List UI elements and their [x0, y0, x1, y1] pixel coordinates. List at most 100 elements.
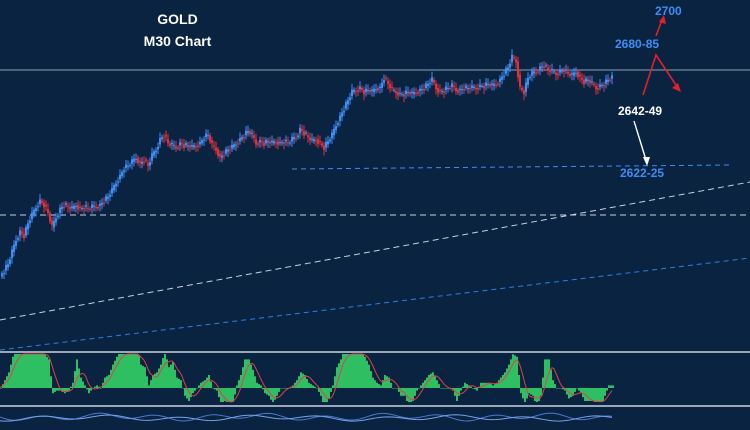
candle-bull [329, 139, 331, 142]
histogram-bar [510, 359, 512, 388]
histogram-bar [428, 375, 430, 388]
candle-bull [91, 204, 93, 208]
histogram-bar [254, 376, 256, 388]
histogram-bar [558, 388, 560, 389]
candle-bull [251, 132, 253, 134]
histogram-bar [462, 386, 464, 388]
histogram-bar [272, 388, 274, 402]
candle-bull [241, 137, 243, 140]
histogram-bar [578, 388, 580, 391]
candle-bull [529, 76, 531, 78]
histogram-bar [234, 388, 236, 395]
histogram-bar [544, 359, 546, 388]
candle-bear [453, 85, 455, 87]
candle-bear [433, 79, 435, 83]
histogram-bar [302, 373, 304, 388]
level-label-2642-49: 2642-49 [618, 104, 663, 118]
candle-bull [499, 78, 501, 82]
candle-bull [171, 142, 173, 145]
histogram-bar [320, 388, 322, 396]
histogram-bar [480, 382, 482, 388]
candle-bull [107, 196, 109, 199]
chart-title: GOLD [157, 11, 198, 27]
histogram-bar [568, 388, 570, 399]
candle-bear [579, 74, 581, 77]
candle-bull [459, 88, 461, 91]
candle-bull [407, 92, 409, 94]
histogram-bar [2, 384, 4, 388]
candle-bear [83, 207, 85, 210]
candle-bull [129, 165, 131, 167]
histogram-bar [216, 388, 218, 391]
histogram-bar [398, 388, 400, 392]
histogram-bar [600, 388, 602, 402]
candle-bull [511, 54, 513, 63]
candle-bull [157, 146, 159, 150]
candle-bear [609, 79, 611, 81]
candle-bull [601, 84, 603, 86]
candle-bull [121, 172, 123, 177]
candle-bear [69, 206, 71, 210]
candle-bull [599, 84, 601, 87]
candle-bear [277, 141, 279, 145]
histogram-bar [18, 354, 20, 388]
histogram-bar [8, 372, 10, 388]
candle-bear [79, 206, 81, 208]
histogram-bar [258, 384, 260, 388]
histogram-bar [502, 375, 504, 388]
histogram-bar [0, 388, 2, 389]
candle-bear [449, 88, 451, 89]
histogram-bar [86, 388, 88, 390]
candle-bull [153, 151, 155, 156]
candle-bull [93, 205, 95, 207]
signal-line [0, 353, 613, 403]
histogram-bar [224, 388, 226, 401]
histogram-bar [192, 388, 194, 394]
histogram-bar [264, 388, 266, 394]
candle-bear [519, 74, 521, 87]
candle-bull [203, 139, 205, 141]
histogram-bar [432, 372, 434, 388]
candle-bear [583, 79, 585, 85]
candle-bull [293, 136, 295, 140]
arrow-head-down [672, 83, 681, 92]
histogram-bar [250, 364, 252, 388]
candle-bull [111, 188, 113, 194]
candle-bull [545, 65, 547, 67]
candle-bull [31, 212, 33, 220]
candle-bear [145, 159, 147, 161]
candle-bear [389, 83, 391, 89]
histogram-bar [412, 388, 414, 401]
histogram-bar [266, 388, 268, 395]
histogram-bar [248, 359, 250, 388]
histogram-bar [490, 384, 492, 388]
histogram-bar [274, 388, 276, 400]
candle-bull [135, 158, 137, 160]
candle-bear [417, 92, 419, 94]
histogram-bar [530, 388, 532, 395]
histogram-bar [208, 375, 210, 388]
candle-bear [275, 142, 277, 144]
histogram-bar [262, 388, 264, 390]
momentum-indicator [0, 353, 614, 403]
candle-bear [483, 85, 485, 89]
histogram-bar [386, 376, 388, 388]
histogram-bar [532, 388, 534, 396]
candle-bear [257, 143, 259, 145]
candle-bull [245, 130, 247, 136]
candle-bull [541, 66, 543, 68]
histogram-bar [196, 388, 198, 389]
candle-bear [165, 135, 167, 137]
histogram-bar [154, 373, 156, 388]
histogram-bar [22, 354, 24, 388]
candle-bear [219, 153, 221, 157]
histogram-bar [400, 388, 402, 396]
candle-bull [199, 142, 201, 145]
histogram-bar [538, 388, 540, 401]
histogram-bar [122, 354, 124, 388]
candle-bear [45, 204, 47, 207]
candle-bull [7, 264, 9, 268]
candle-bull [333, 128, 335, 136]
candle-bull [339, 115, 341, 121]
histogram-bar [430, 373, 432, 388]
